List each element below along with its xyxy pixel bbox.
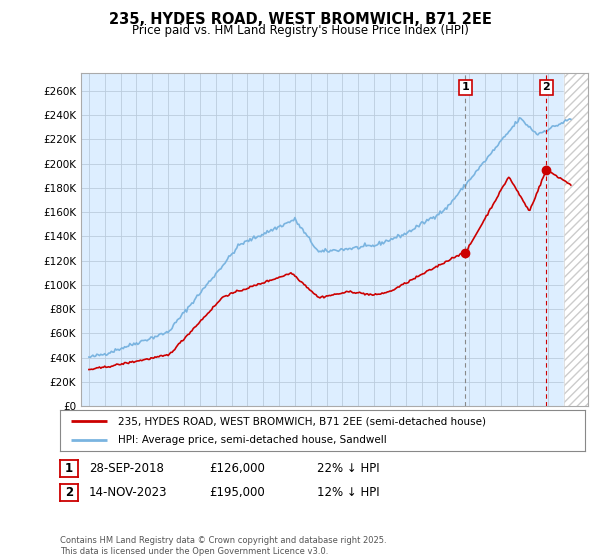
Text: 235, HYDES ROAD, WEST BROMWICH, B71 2EE: 235, HYDES ROAD, WEST BROMWICH, B71 2EE [109, 12, 491, 27]
Text: £126,000: £126,000 [209, 462, 265, 475]
Text: 1: 1 [65, 462, 73, 475]
Text: £195,000: £195,000 [209, 486, 265, 500]
Text: 12% ↓ HPI: 12% ↓ HPI [317, 486, 379, 500]
Text: 2: 2 [542, 82, 550, 92]
Text: 2: 2 [65, 486, 73, 500]
Text: HPI: Average price, semi-detached house, Sandwell: HPI: Average price, semi-detached house,… [118, 435, 386, 445]
Text: 28-SEP-2018: 28-SEP-2018 [89, 462, 164, 475]
Text: Contains HM Land Registry data © Crown copyright and database right 2025.
This d: Contains HM Land Registry data © Crown c… [60, 536, 386, 556]
Text: 1: 1 [461, 82, 469, 92]
Text: Price paid vs. HM Land Registry's House Price Index (HPI): Price paid vs. HM Land Registry's House … [131, 24, 469, 36]
Text: 14-NOV-2023: 14-NOV-2023 [89, 486, 167, 500]
Text: 22% ↓ HPI: 22% ↓ HPI [317, 462, 379, 475]
Text: 235, HYDES ROAD, WEST BROMWICH, B71 2EE (semi-detached house): 235, HYDES ROAD, WEST BROMWICH, B71 2EE … [118, 417, 486, 426]
